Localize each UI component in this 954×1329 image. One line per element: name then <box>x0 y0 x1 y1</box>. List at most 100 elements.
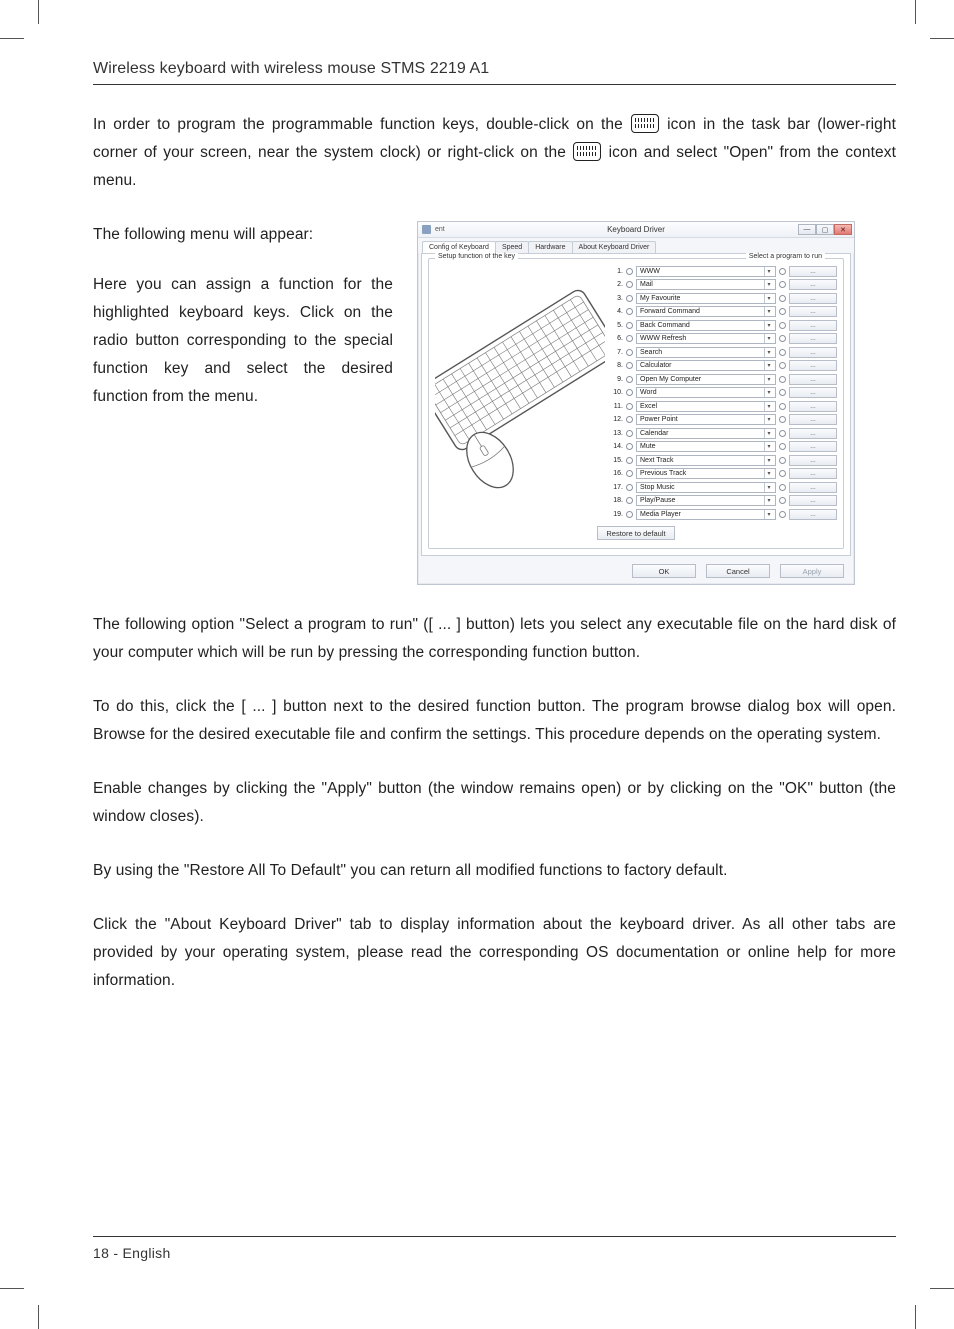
row-radio-program[interactable] <box>779 403 786 410</box>
maximize-button[interactable]: ▢ <box>816 224 834 235</box>
function-select[interactable]: Play/Pause▾ <box>636 495 776 506</box>
paragraph: The following option "Select a program t… <box>93 611 896 667</box>
browse-button[interactable]: ... <box>789 387 837 398</box>
browse-button[interactable]: ... <box>789 333 837 344</box>
row-radio-program[interactable] <box>779 497 786 504</box>
function-select[interactable]: Excel▾ <box>636 401 776 412</box>
row-radio-program[interactable] <box>779 389 786 396</box>
function-row: 1.WWW▾... <box>611 265 837 277</box>
browse-button[interactable]: ... <box>789 293 837 304</box>
function-select[interactable]: Power Point▾ <box>636 414 776 425</box>
function-select[interactable]: My Favourite▾ <box>636 293 776 304</box>
row-radio[interactable] <box>626 511 633 518</box>
browse-button[interactable]: ... <box>789 279 837 290</box>
restore-default-button[interactable]: Restore to default <box>597 526 674 540</box>
row-radio[interactable] <box>626 484 633 491</box>
tab-config[interactable]: Config of Keyboard <box>422 241 496 253</box>
browse-button[interactable]: ... <box>789 509 837 520</box>
function-select[interactable]: Previous Track▾ <box>636 468 776 479</box>
row-radio[interactable] <box>626 416 633 423</box>
function-select-value: My Favourite <box>640 295 680 302</box>
browse-button[interactable]: ... <box>789 468 837 479</box>
row-radio[interactable] <box>626 470 633 477</box>
function-select[interactable]: Search▾ <box>636 347 776 358</box>
function-select[interactable]: Back Command▾ <box>636 320 776 331</box>
row-radio[interactable] <box>626 430 633 437</box>
browse-button[interactable]: ... <box>789 320 837 331</box>
function-select-value: Media Player <box>640 511 681 518</box>
function-row: 15.Next Track▾... <box>611 454 837 466</box>
row-radio[interactable] <box>626 322 633 329</box>
cancel-button[interactable]: Cancel <box>706 564 770 578</box>
function-select[interactable]: Calculator▾ <box>636 360 776 371</box>
row-radio[interactable] <box>626 362 633 369</box>
row-radio[interactable] <box>626 308 633 315</box>
function-select[interactable]: Stop Music▾ <box>636 482 776 493</box>
row-radio-program[interactable] <box>779 335 786 342</box>
row-radio[interactable] <box>626 389 633 396</box>
row-radio[interactable] <box>626 335 633 342</box>
row-radio[interactable] <box>626 443 633 450</box>
function-select[interactable]: WWW Refresh▾ <box>636 333 776 344</box>
chevron-down-icon: ▾ <box>764 415 773 424</box>
function-row: 18.Play/Pause▾... <box>611 495 837 507</box>
row-radio[interactable] <box>626 403 633 410</box>
row-radio[interactable] <box>626 268 633 275</box>
keyboard-icon <box>573 142 601 161</box>
browse-button[interactable]: ... <box>789 401 837 412</box>
browse-button[interactable]: ... <box>789 428 837 439</box>
function-select[interactable]: Calendar▾ <box>636 428 776 439</box>
tab-hardware[interactable]: Hardware <box>528 241 572 253</box>
row-radio-program[interactable] <box>779 416 786 423</box>
minimize-button[interactable]: — <box>798 224 816 235</box>
function-select[interactable]: Mail▾ <box>636 279 776 290</box>
browse-button[interactable]: ... <box>789 414 837 425</box>
row-radio-program[interactable] <box>779 511 786 518</box>
function-select[interactable]: Word▾ <box>636 387 776 398</box>
close-button[interactable]: ✕ <box>834 224 852 235</box>
function-select[interactable]: WWW▾ <box>636 266 776 277</box>
browse-button[interactable]: ... <box>789 374 837 385</box>
function-key-group: Setup function of the key Select a progr… <box>428 258 844 549</box>
row-radio[interactable] <box>626 376 633 383</box>
ok-button[interactable]: OK <box>632 564 696 578</box>
function-select[interactable]: Media Player▾ <box>636 509 776 520</box>
row-radio-program[interactable] <box>779 457 786 464</box>
row-radio-program[interactable] <box>779 443 786 450</box>
function-row: 13.Calendar▾... <box>611 427 837 439</box>
row-radio-program[interactable] <box>779 376 786 383</box>
function-row: 5.Back Command▾... <box>611 319 837 331</box>
row-radio-program[interactable] <box>779 295 786 302</box>
row-radio-program[interactable] <box>779 484 786 491</box>
row-radio[interactable] <box>626 349 633 356</box>
browse-button[interactable]: ... <box>789 266 837 277</box>
function-select[interactable]: Forward Command▾ <box>636 306 776 317</box>
function-select[interactable]: Next Track▾ <box>636 455 776 466</box>
row-radio-program[interactable] <box>779 281 786 288</box>
row-radio-program[interactable] <box>779 322 786 329</box>
row-radio-program[interactable] <box>779 470 786 477</box>
tab-speed[interactable]: Speed <box>495 241 529 253</box>
browse-button[interactable]: ... <box>789 347 837 358</box>
function-select[interactable]: Open My Computer▾ <box>636 374 776 385</box>
row-radio[interactable] <box>626 281 633 288</box>
row-radio[interactable] <box>626 457 633 464</box>
browse-button[interactable]: ... <box>789 482 837 493</box>
browse-button[interactable]: ... <box>789 455 837 466</box>
row-radio-program[interactable] <box>779 268 786 275</box>
browse-button[interactable]: ... <box>789 441 837 452</box>
row-radio-program[interactable] <box>779 430 786 437</box>
row-radio[interactable] <box>626 295 633 302</box>
browse-button[interactable]: ... <box>789 360 837 371</box>
browse-button[interactable]: ... <box>789 495 837 506</box>
browse-button[interactable]: ... <box>789 306 837 317</box>
apply-button[interactable]: Apply <box>780 564 844 578</box>
row-radio-program[interactable] <box>779 308 786 315</box>
row-radio-program[interactable] <box>779 349 786 356</box>
row-radio[interactable] <box>626 497 633 504</box>
tab-about[interactable]: About Keyboard Driver <box>572 241 657 253</box>
keyboard-image <box>435 265 605 497</box>
row-radio-program[interactable] <box>779 362 786 369</box>
paragraph: Here you can assign a function for the h… <box>93 271 393 411</box>
function-select[interactable]: Mute▾ <box>636 441 776 452</box>
